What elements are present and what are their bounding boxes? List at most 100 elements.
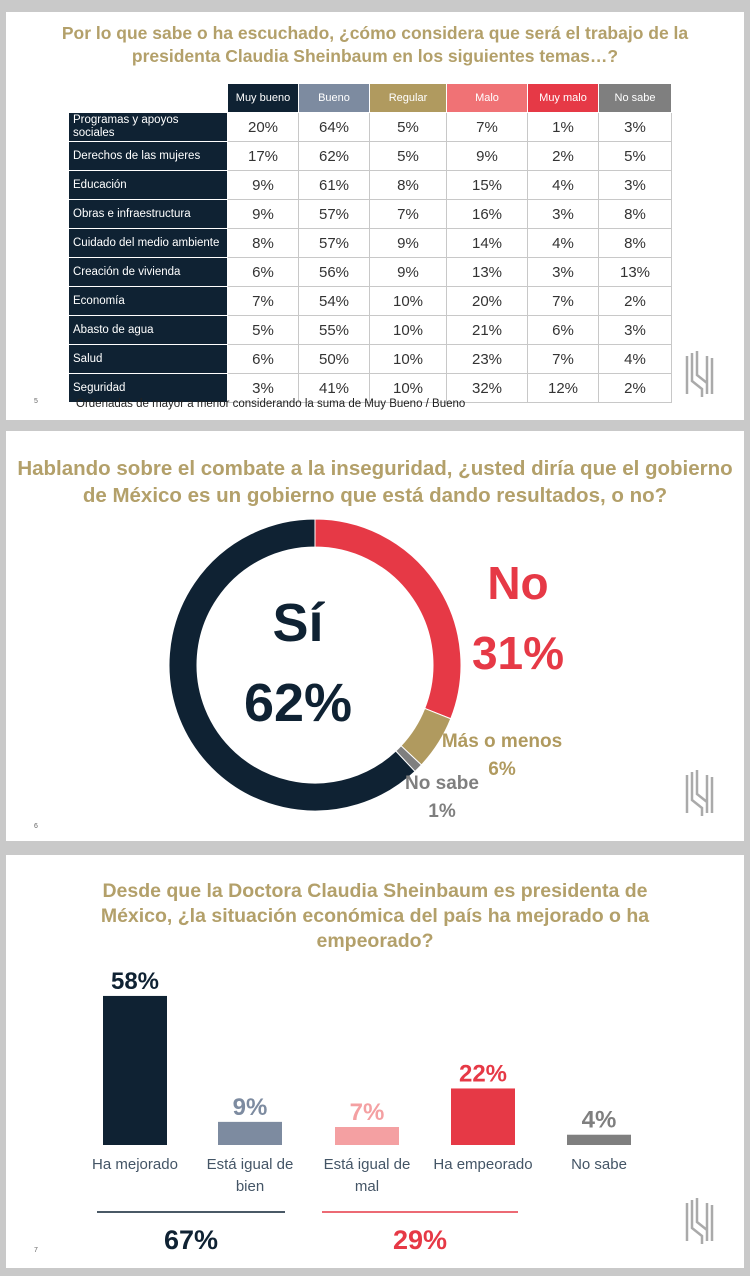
slide3-title: Desde que la Doctora Claudia Sheinbaum e… [100,880,650,952]
table-row: Creación de vivienda 6% 56% 9% 13% 3% 13% [68,257,672,287]
table-cell: 64% [298,112,370,142]
table-cell: 7% [527,286,599,316]
category-line: Ha empeorado [433,1156,532,1173]
slide2-title: Hablando sobre el combate a la insegurid… [17,457,733,507]
table-cell: 10% [369,286,447,316]
bar [218,1121,282,1145]
table-row: Educación 9% 61% 8% 15% 4% 3% [68,170,672,200]
table-note: Ordenadas de mayor a menor considerando … [76,398,466,410]
table-cell: 3% [527,199,599,229]
page-number: 5 [34,398,38,405]
slice-label: 31% [472,627,564,679]
table-cell: 20% [227,112,299,142]
table-row: Cuidado del medio ambiente 8% 57% 9% 14% 4% 8% [68,228,672,258]
group-total: 67% [164,1225,218,1255]
table-cell: 57% [298,228,370,258]
row-label: Programas y apoyos sociales [68,112,228,142]
table-cell: 7% [227,286,299,316]
row-label: Seguridad [68,373,228,403]
table-cell: 2% [598,286,672,316]
table-cell: 20% [446,286,528,316]
slice-label: Más o menos [442,731,562,752]
table-cell: 9% [369,257,447,287]
donut-slice [168,518,416,812]
row-label: Educación [68,170,228,200]
ratings-table: Muy bueno Bueno Regular Malo Muy malo No sabe… [68,83,672,403]
table-cell: 9% [227,170,299,200]
table-cell: 8% [598,199,672,229]
table-row: Seguridad 3% 41% 10% 32% 12% 2% [68,373,672,403]
column-header: Muy bueno [227,83,299,113]
table-cell: 13% [598,257,672,287]
category-label: Está igual de mal [324,1156,411,1195]
category-line: Está igual de [207,1156,294,1173]
table-cell: 21% [446,315,528,345]
column-header: Muy malo [527,83,599,113]
category-line: Está igual de [324,1156,411,1173]
row-label: Abasto de agua [68,315,228,345]
table-cell: 12% [527,373,599,403]
table-cell: 2% [598,373,672,403]
table-cell: 62% [298,141,370,171]
bar-chart: 58% Ha mejorado 9% Está igual de bien 7% Está … [92,968,631,1255]
row-label: Obras e infraestructura [68,199,228,229]
table-cell: 9% [446,141,528,171]
table-row: Economía 7% 54% 10% 20% 7% 2% [68,286,672,316]
row-label: Creación de vivienda [68,257,228,287]
logo-icon [685,770,714,816]
column-header: No sabe [598,83,672,113]
table-cell: 9% [227,199,299,229]
table-row: Salud 6% 50% 10% 23% 7% 4% [68,344,672,374]
table-cell: 10% [369,373,447,403]
page-number: 6 [34,823,38,830]
table-cell: 10% [369,344,447,374]
table-cell: 4% [527,228,599,258]
table-cell: 8% [598,228,672,258]
table-cell: 57% [298,199,370,229]
bar [335,1127,399,1145]
category-line: No sabe [571,1156,627,1173]
table-cell: 10% [369,315,447,345]
table-cell: 55% [298,315,370,345]
table-cell: 7% [369,199,447,229]
logo-icon [685,1198,714,1244]
slice-label: No sabe [405,773,479,794]
column-header: Malo [446,83,528,113]
slide-table: Por lo que sabe o ha escuchado, ¿cómo co… [6,12,744,420]
table-cell: 3% [598,315,672,345]
table-cell: 3% [598,170,672,200]
table-row: Programas y apoyos sociales 20% 64% 5% 7% 1% 3… [68,112,672,142]
row-label: Salud [68,344,228,374]
bar-value-label: 7% [350,1099,385,1126]
row-label: Economía [68,286,228,316]
table-cell: 23% [446,344,528,374]
bar [103,995,167,1145]
table-cell: 61% [298,170,370,200]
table-row: Obras e infraestructura 9% 57% 7% 16% 3% 8% [68,199,672,229]
slide1-title: Por lo que sabe o ha escuchado, ¿cómo co… [61,23,689,66]
table-cell: 4% [527,170,599,200]
table-cell: 32% [446,373,528,403]
group-total: 29% [393,1225,447,1255]
page-number: 7 [34,1247,38,1254]
table-cell: 4% [598,344,672,374]
column-header: Regular [369,83,447,113]
table-cell: 8% [369,170,447,200]
table-cell: 8% [227,228,299,258]
table-row: Derechos de las mujeres 17% 62% 5% 9% 2% 5% [68,141,672,171]
table-cell: 2% [527,141,599,171]
table-cell: 7% [446,112,528,142]
table-cell: 41% [298,373,370,403]
column-header: Bueno [298,83,370,113]
table-cell: 6% [227,257,299,287]
slice-label: 1% [428,801,456,822]
bar-value-label: 22% [459,1060,507,1087]
bar-value-label: 58% [111,968,159,995]
table-cell: 15% [446,170,528,200]
table-cell: 13% [446,257,528,287]
table-cell: 6% [227,344,299,374]
bar-value-label: 9% [233,1094,268,1121]
table-cell: 5% [369,141,447,171]
bar [567,1134,631,1145]
table-cell: 3% [598,112,672,142]
